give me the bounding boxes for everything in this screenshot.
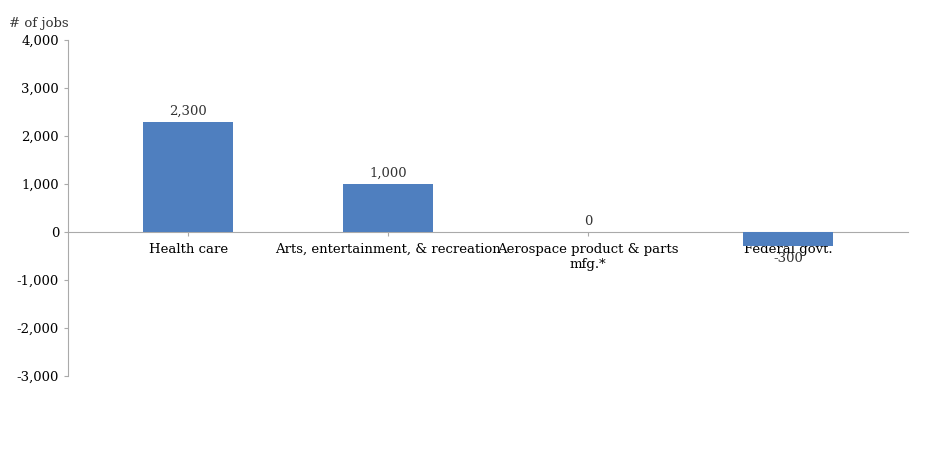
Text: 2,300: 2,300 xyxy=(169,105,207,118)
Text: 0: 0 xyxy=(584,215,592,228)
Bar xyxy=(744,232,833,246)
Text: 1,000: 1,000 xyxy=(369,167,407,180)
Bar xyxy=(343,184,433,232)
Bar xyxy=(143,122,233,232)
Text: # of jobs: # of jobs xyxy=(9,17,68,30)
Text: -300: -300 xyxy=(773,252,803,265)
